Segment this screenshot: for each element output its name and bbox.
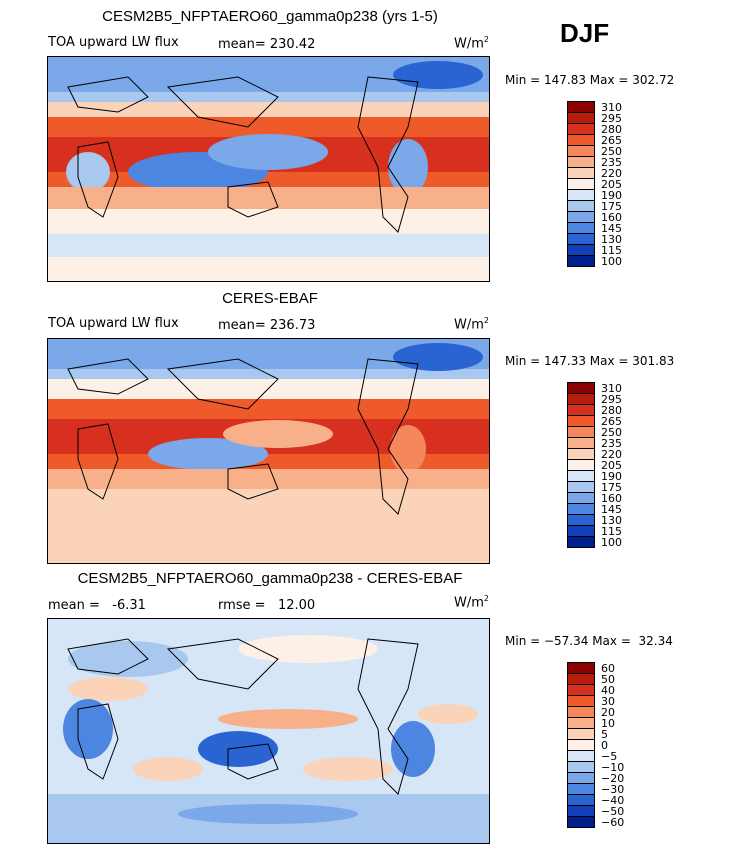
panel2-colorbar-label: 205 bbox=[601, 459, 622, 472]
panel1-colorbar-label: 175 bbox=[601, 200, 622, 213]
panel1-minmax: Min = 147.83 Max = 302.72 bbox=[505, 73, 675, 87]
panel3-colorbar-label: 5 bbox=[601, 728, 608, 741]
panel2-colorbar-label: 115 bbox=[601, 525, 622, 538]
panel2-colorbar-label: 130 bbox=[601, 514, 622, 527]
panel3-map bbox=[47, 618, 490, 844]
panel3-colorbar-label: 10 bbox=[601, 717, 615, 730]
panel2-colorbar-label: 295 bbox=[601, 393, 622, 406]
panel1-colorbar-label: 190 bbox=[601, 189, 622, 202]
panel1-colorbar-label: 280 bbox=[601, 123, 622, 136]
panel2-colorbar-label: 280 bbox=[601, 404, 622, 417]
panel2-colorbar-label: 235 bbox=[601, 437, 622, 450]
panel1-title: CESM2B5_NFPTAERO60_gamma0p238 (yrs 1-5) bbox=[102, 8, 438, 25]
panel3-colorbar-label: 0 bbox=[601, 739, 608, 752]
panel3-units: W/m2 bbox=[454, 594, 489, 611]
panel1-colorbar-swatch bbox=[567, 255, 595, 267]
panel3-minmax: Min = −57.34 Max = 32.34 bbox=[505, 634, 673, 648]
panel1-colorbar-label: 310 bbox=[601, 101, 622, 114]
panel2-map bbox=[47, 338, 490, 564]
panel3-colorbar-label: −60 bbox=[601, 816, 625, 829]
panel3-rmse-label: rmse = 12.00 bbox=[218, 598, 316, 613]
panel3-colorbar-label: −50 bbox=[601, 805, 625, 818]
panel3-colorbar-label: −5 bbox=[601, 750, 618, 763]
panel3-colorbar-label: −30 bbox=[601, 783, 625, 796]
panel1-colorbar-label: 100 bbox=[601, 255, 622, 268]
panel2-colorbar-label: 265 bbox=[601, 415, 622, 428]
panel1-units: W/m2 bbox=[454, 35, 489, 52]
panel1-map-field bbox=[48, 57, 489, 281]
panel1-colorbar-label: 205 bbox=[601, 178, 622, 191]
panel3-mean-label: mean = -6.31 bbox=[48, 598, 146, 613]
panel2-colorbar-label: 160 bbox=[601, 492, 622, 505]
panel2-units: W/m2 bbox=[454, 316, 489, 333]
panel2-colorbar-label: 145 bbox=[601, 503, 622, 516]
panel3-map-field bbox=[48, 619, 489, 843]
panel2-colorbar: 310 295 280 265 250 235 220 205 190 175 … bbox=[567, 382, 622, 557]
panel3-colorbar-label: −10 bbox=[601, 761, 625, 774]
panel3-colorbar-label: 30 bbox=[601, 695, 615, 708]
panel2-colorbar-label: 190 bbox=[601, 470, 622, 483]
panel3-colorbar-swatch bbox=[567, 816, 595, 828]
panel2-colorbar-label: 250 bbox=[601, 426, 622, 439]
panel1-colorbar-label: 265 bbox=[601, 134, 622, 147]
panel3-title: CESM2B5_NFPTAERO60_gamma0p238 - CERES-EB… bbox=[77, 570, 463, 587]
panel1-colorbar-label: 295 bbox=[601, 112, 622, 125]
panel2-minmax: Min = 147.33 Max = 301.83 bbox=[505, 354, 675, 368]
panel2-colorbar-label: 220 bbox=[601, 448, 622, 461]
season-label: DJF bbox=[560, 18, 610, 48]
panel3-colorbar-label: 20 bbox=[601, 706, 615, 719]
panel2-colorbar-label: 175 bbox=[601, 481, 622, 494]
panel1-colorbar-label: 145 bbox=[601, 222, 622, 235]
panel3-colorbar-label: 50 bbox=[601, 673, 615, 686]
panel3-colorbar: 60 50 40 30 20 10 5 0 −5 −10 −20 −30 −40… bbox=[567, 662, 624, 837]
panel1-variable-label: TOA upward LW flux bbox=[48, 35, 179, 50]
panel2-variable-label: TOA upward LW flux bbox=[48, 316, 179, 331]
panel2-title: CERES-EBAF bbox=[222, 290, 318, 307]
panel1-colorbar-label: 220 bbox=[601, 167, 622, 180]
panel1-map bbox=[47, 56, 490, 282]
panel3-colorbar-label: 40 bbox=[601, 684, 615, 697]
panel1-colorbar-label: 250 bbox=[601, 145, 622, 158]
panel1-colorbar-label: 115 bbox=[601, 244, 622, 257]
panel3-colorbar-label: −40 bbox=[601, 794, 625, 807]
panel2-mean-label: mean= 236.73 bbox=[218, 318, 316, 333]
panel1-colorbar-label: 235 bbox=[601, 156, 622, 169]
panel1-colorbar: 310 295 280 265 250 235 220 205 190 175 … bbox=[567, 101, 622, 276]
panel1-colorbar-label: 130 bbox=[601, 233, 622, 246]
panel1-colorbar-label: 160 bbox=[601, 211, 622, 224]
panel3-colorbar-label: 60 bbox=[601, 662, 615, 675]
panel2-colorbar-label: 310 bbox=[601, 382, 622, 395]
panel3-colorbar-label: −20 bbox=[601, 772, 625, 785]
panel1-mean-label: mean= 230.42 bbox=[218, 37, 316, 52]
panel2-colorbar-label: 100 bbox=[601, 536, 622, 549]
panel2-map-field bbox=[48, 339, 489, 563]
panel2-colorbar-swatch bbox=[567, 536, 595, 548]
